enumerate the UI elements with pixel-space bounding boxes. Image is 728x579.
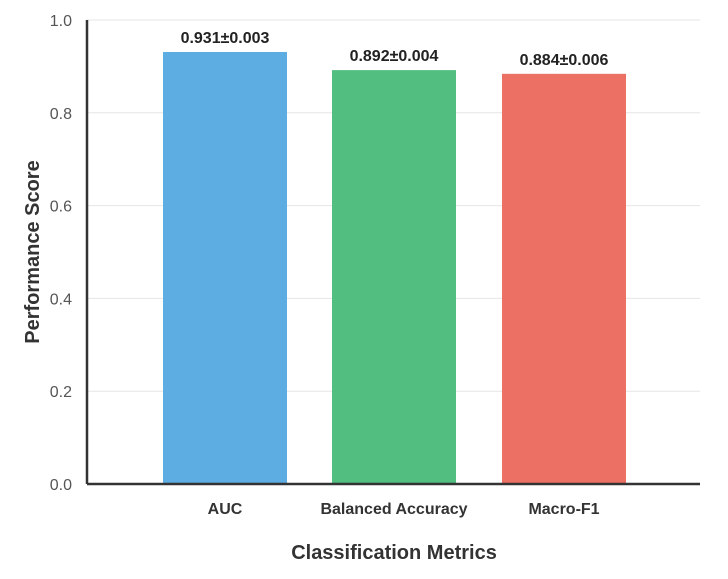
y-tick-label: 0.8 — [50, 106, 72, 123]
x-tick-label: AUC — [208, 501, 243, 518]
x-tick-label: Balanced Accuracy — [320, 501, 467, 518]
y-tick-label: 1.0 — [50, 13, 72, 30]
bar-auc — [163, 52, 287, 485]
bar-macro-f1 — [502, 73, 626, 484]
y-tick-label: 0.4 — [50, 291, 72, 308]
bar-balanced-accuracy — [332, 70, 456, 484]
data-label: 0.931±0.003 — [181, 30, 270, 47]
y-tick-label: 0.0 — [50, 477, 72, 494]
y-tick-labels: 0.0 0.2 0.4 0.6 0.8 1.0 — [50, 13, 72, 494]
x-tick-label: Macro-F1 — [528, 501, 599, 518]
axes — [85, 20, 700, 486]
y-axis-title: Performance Score — [22, 160, 44, 343]
y-tick-label: 0.6 — [50, 199, 72, 216]
y-tick-label: 0.2 — [50, 384, 72, 401]
x-tick-labels: AUC Balanced Accuracy Macro-F1 — [208, 501, 600, 518]
x-axis-title: Classification Metrics — [291, 542, 497, 564]
data-label: 0.884±0.006 — [520, 52, 609, 69]
bars — [163, 52, 626, 485]
data-label: 0.892±0.004 — [350, 48, 439, 65]
data-labels: 0.931±0.003 0.892±0.004 0.884±0.006 — [181, 30, 609, 69]
